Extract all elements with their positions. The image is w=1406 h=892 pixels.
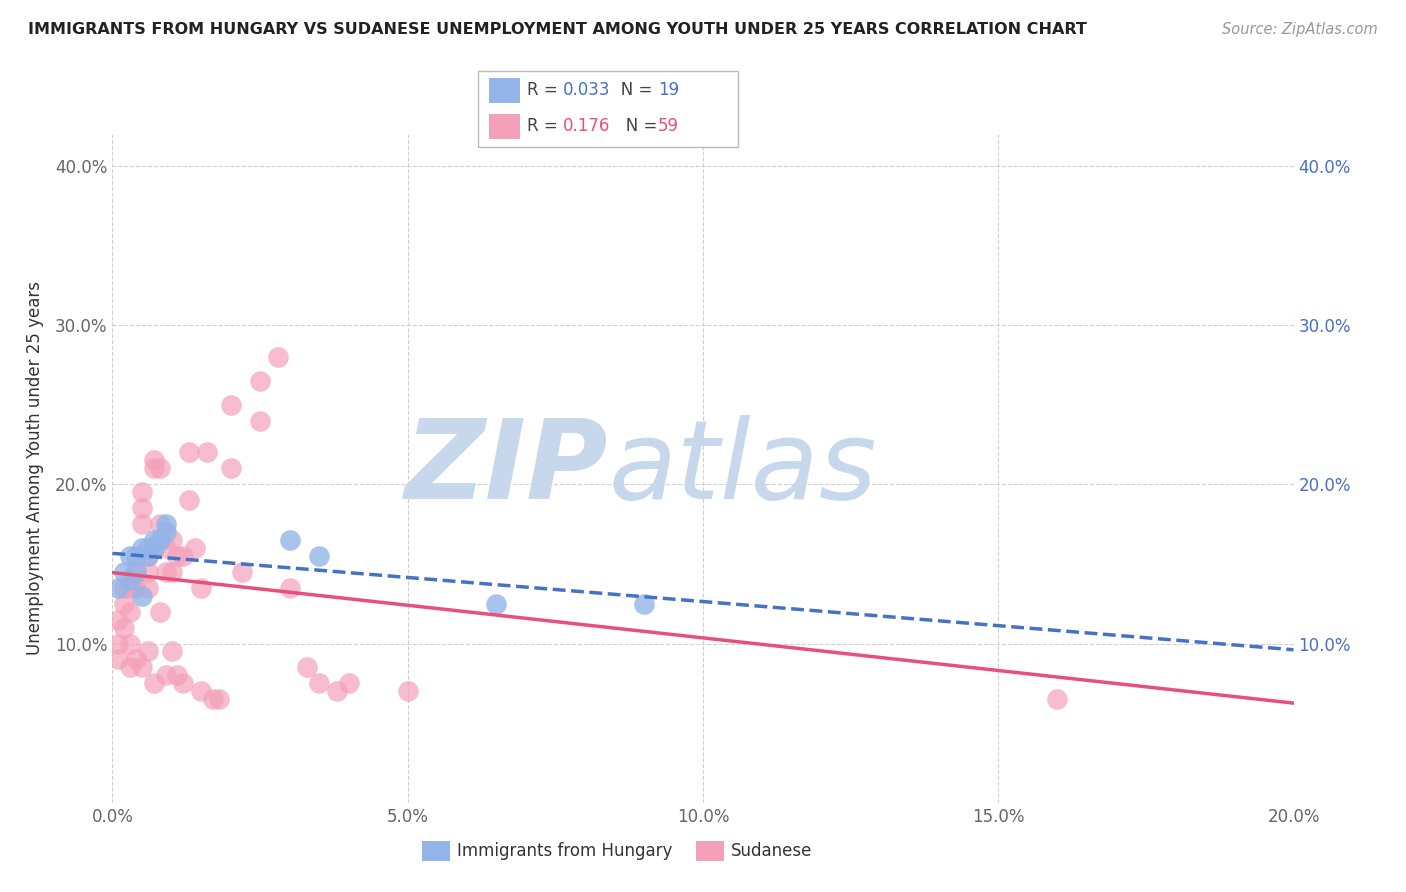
- Text: atlas: atlas: [609, 415, 877, 522]
- Point: [125, 565, 148, 579]
- Text: 19: 19: [658, 81, 679, 99]
- Text: R =: R =: [527, 117, 568, 135]
- Text: Immigrants from Hungary: Immigrants from Hungary: [457, 842, 672, 860]
- Point: [1046, 692, 1069, 706]
- Point: [136, 581, 159, 595]
- Point: [633, 597, 655, 611]
- Point: [120, 573, 142, 587]
- Point: [142, 541, 165, 555]
- Point: [136, 541, 159, 555]
- Point: [107, 636, 129, 650]
- Point: [308, 676, 330, 690]
- Text: 59: 59: [658, 117, 679, 135]
- Point: [179, 493, 201, 508]
- Point: [155, 541, 177, 555]
- Point: [107, 652, 129, 666]
- Point: [179, 445, 201, 459]
- Text: Source: ZipAtlas.com: Source: ZipAtlas.com: [1222, 22, 1378, 37]
- Point: [155, 565, 177, 579]
- Point: [149, 533, 172, 547]
- Point: [184, 541, 207, 555]
- Point: [149, 461, 172, 475]
- Point: [155, 517, 177, 532]
- Point: [136, 549, 159, 563]
- Point: [136, 565, 159, 579]
- Point: [149, 605, 172, 619]
- Point: [142, 533, 165, 547]
- Text: R =: R =: [527, 81, 564, 99]
- Point: [155, 668, 177, 682]
- Text: Sudanese: Sudanese: [731, 842, 813, 860]
- Point: [131, 517, 153, 532]
- Point: [267, 350, 290, 364]
- Point: [125, 549, 148, 563]
- Point: [190, 581, 212, 595]
- Text: N =: N =: [610, 117, 662, 135]
- Point: [166, 549, 188, 563]
- Point: [172, 549, 194, 563]
- Point: [120, 660, 142, 674]
- Point: [155, 524, 177, 539]
- Point: [131, 485, 153, 500]
- Point: [142, 461, 165, 475]
- Point: [149, 517, 172, 532]
- Text: 0.176: 0.176: [562, 117, 610, 135]
- Point: [125, 581, 148, 595]
- Point: [131, 541, 153, 555]
- Point: [112, 597, 135, 611]
- Y-axis label: Unemployment Among Youth under 25 years: Unemployment Among Youth under 25 years: [25, 281, 44, 656]
- Text: N =: N =: [605, 81, 657, 99]
- Point: [326, 684, 349, 698]
- Point: [278, 533, 301, 547]
- Text: IMMIGRANTS FROM HUNGARY VS SUDANESE UNEMPLOYMENT AMONG YOUTH UNDER 25 YEARS CORR: IMMIGRANTS FROM HUNGARY VS SUDANESE UNEM…: [28, 22, 1087, 37]
- Point: [231, 565, 253, 579]
- Point: [297, 660, 319, 674]
- Point: [136, 549, 159, 563]
- Point: [125, 652, 148, 666]
- Point: [190, 684, 212, 698]
- Point: [172, 676, 194, 690]
- Point: [120, 549, 142, 563]
- Point: [160, 533, 183, 547]
- Point: [131, 501, 153, 516]
- Point: [208, 692, 231, 706]
- Text: ZIP: ZIP: [405, 415, 609, 522]
- Point: [120, 636, 142, 650]
- Point: [131, 660, 153, 674]
- Point: [485, 597, 508, 611]
- Point: [219, 461, 242, 475]
- Point: [125, 565, 148, 579]
- Text: 0.033: 0.033: [562, 81, 610, 99]
- Point: [308, 549, 330, 563]
- Point: [195, 445, 218, 459]
- Point: [131, 589, 153, 603]
- Point: [107, 581, 129, 595]
- Point: [278, 581, 301, 595]
- Point: [107, 613, 129, 627]
- Point: [120, 581, 142, 595]
- Point: [396, 684, 419, 698]
- Point: [160, 644, 183, 658]
- Point: [142, 541, 165, 555]
- Point: [160, 565, 183, 579]
- Point: [249, 374, 271, 388]
- Point: [142, 453, 165, 467]
- Point: [112, 565, 135, 579]
- Point: [142, 676, 165, 690]
- Point: [136, 644, 159, 658]
- Point: [112, 621, 135, 635]
- Point: [201, 692, 224, 706]
- Point: [337, 676, 360, 690]
- Point: [249, 413, 271, 427]
- Point: [112, 581, 135, 595]
- Point: [166, 668, 188, 682]
- Point: [120, 605, 142, 619]
- Point: [219, 398, 242, 412]
